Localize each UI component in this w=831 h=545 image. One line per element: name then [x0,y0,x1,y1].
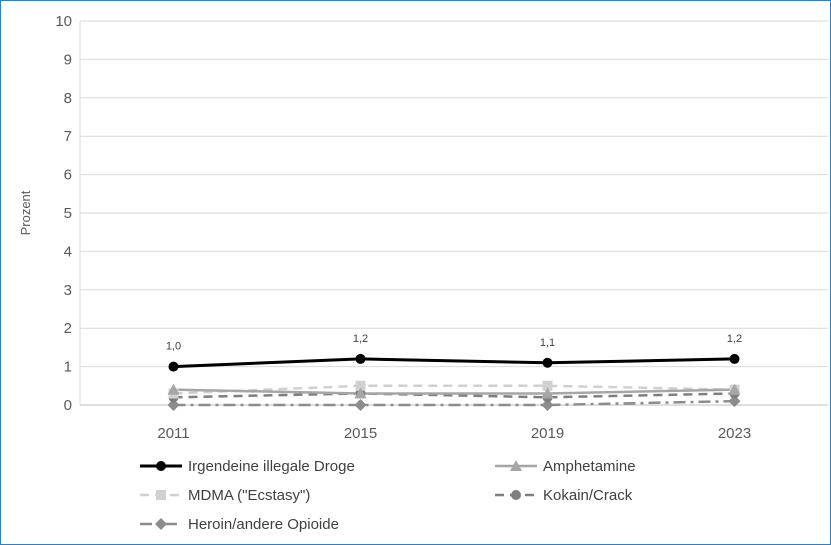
legend-item: Heroin/andere Opioide [140,516,339,533]
x-tick-label: 2015 [344,425,377,442]
y-tick-label: 5 [64,205,72,222]
data-point [355,353,366,364]
series-line [173,357,735,369]
y-tick-label: 1 [64,359,72,376]
data-point [167,383,180,395]
data-point [354,399,367,411]
legend-label: Heroin/andere Opioide [188,516,339,533]
data-point [168,361,179,372]
legend-item: Amphetamine [495,458,636,475]
legend-item: Irgendeine illegale Droge [140,458,355,475]
data-point [728,395,741,408]
series-line [173,399,735,407]
y-tick-label: 0 [64,397,72,414]
y-tick-label: 4 [64,243,72,260]
series-line [173,384,735,395]
data-point [729,353,740,364]
data-point [541,387,554,399]
legend-marker [156,490,166,500]
legend-marker [155,518,167,530]
data-point [355,380,366,391]
y-tick-label: 7 [64,128,72,145]
y-axis-label: Prozent [18,190,33,235]
data-point [542,357,553,368]
y-tick-label: 8 [64,90,72,107]
legend-item: MDMA ("Ecstasy") [140,487,310,504]
data-point [541,399,554,411]
y-tick-label: 2 [64,320,72,337]
data-label: 1,0 [166,341,181,353]
y-tick-label: 9 [64,51,72,68]
legend-label: Irgendeine illegale Droge [188,458,355,475]
y-tick-label: 3 [64,282,72,299]
data-label: 1,1 [540,337,555,349]
legend-label: MDMA ("Ecstasy") [188,487,310,504]
data-point [728,383,741,395]
data-point [167,399,180,411]
series-line [173,388,735,395]
legend-marker [156,461,166,471]
legend-marker [510,460,522,471]
data-point [542,380,553,391]
legend-label: Amphetamine [543,458,636,475]
data-label: 1,2 [727,333,742,345]
x-tick-label: 2023 [718,425,751,442]
x-tick-label: 2019 [531,425,564,442]
data-point [354,387,367,399]
x-tick-label: 2011 [157,425,189,442]
data-label: 1,2 [353,333,368,345]
legend-item: Kokain/Crack [495,487,633,504]
legend-marker [511,490,521,500]
y-tick-label: 10 [55,13,72,30]
y-tick-label: 6 [64,167,72,184]
legend-label: Kokain/Crack [543,487,633,504]
series-line [173,392,735,399]
